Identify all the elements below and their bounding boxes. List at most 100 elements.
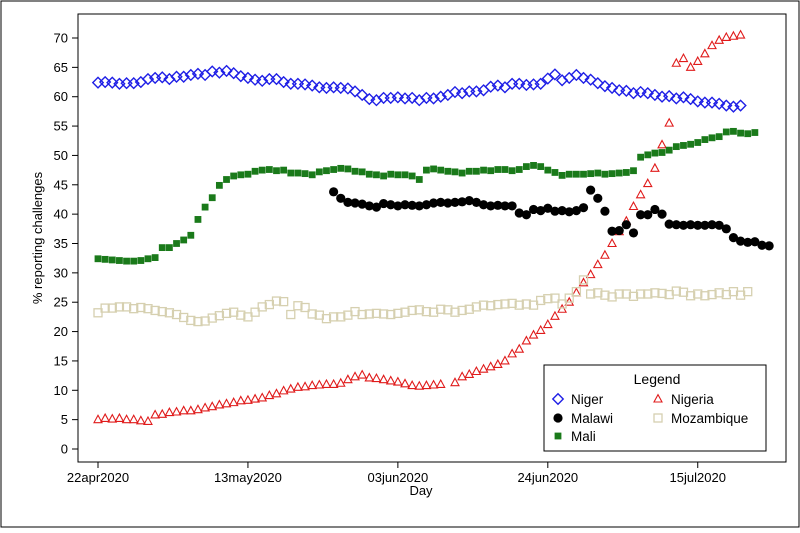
point-malawi [386, 200, 396, 210]
point-mozambique [121, 302, 132, 312]
point-niger [684, 92, 697, 106]
point-mali [622, 169, 630, 176]
point-nigeria [678, 52, 689, 63]
y-tick-label: 20 [54, 324, 68, 339]
point-mali [444, 167, 452, 175]
legend-item-mozambique: Mozambique [653, 411, 748, 426]
point-nigeria [550, 310, 560, 320]
point-nigeria [707, 40, 717, 50]
point-malawi [735, 236, 746, 246]
point-nigeria [357, 369, 368, 379]
point-nigeria [428, 379, 439, 389]
point-mozambique [478, 300, 489, 310]
point-mozambique [607, 292, 617, 302]
point-mali [394, 171, 402, 179]
point-mali [508, 167, 516, 175]
point-mozambique [357, 309, 367, 320]
point-malawi [543, 203, 553, 213]
point-nigeria [450, 377, 460, 387]
point-nigeria [400, 378, 410, 388]
point-malawi [728, 233, 739, 243]
point-mozambique [350, 306, 360, 317]
point-malawi [707, 220, 717, 230]
point-nigeria [307, 380, 318, 390]
point-nigeria [692, 55, 703, 66]
point-mozambique [585, 289, 596, 299]
point-nigeria [514, 343, 525, 353]
point-nigeria [642, 178, 653, 188]
point-malawi [336, 193, 346, 203]
point-mozambique [464, 304, 474, 314]
point-malawi [357, 199, 367, 209]
point-nigeria [600, 249, 610, 259]
point-malawi [743, 237, 753, 247]
point-mali [687, 140, 695, 148]
point-nigeria [121, 414, 132, 424]
point-niger [691, 95, 704, 108]
point-nigeria [128, 414, 139, 424]
point-malawi [686, 220, 696, 230]
point-malawi [329, 187, 339, 197]
point-mali [608, 170, 616, 178]
point-mali [273, 167, 280, 175]
legend-item-niger: Niger [551, 392, 604, 407]
point-niger [513, 77, 526, 90]
legend-item-mali: Mali [554, 429, 596, 444]
point-niger [734, 99, 747, 112]
point-niger [705, 96, 719, 109]
point-mali [237, 171, 245, 179]
point-malawi [721, 224, 731, 234]
point-mali [230, 172, 238, 180]
point-niger [448, 85, 462, 99]
point-malawi [750, 237, 760, 247]
point-mali [265, 166, 273, 173]
point-nigeria [164, 407, 175, 417]
legend-marker-mali [554, 432, 562, 440]
point-niger [191, 67, 205, 81]
point-malawi [407, 200, 417, 210]
point-malawi [557, 206, 567, 216]
point-mozambique [378, 309, 389, 319]
point-mali [672, 143, 680, 151]
point-mali [565, 170, 573, 178]
point-mozambique [157, 306, 167, 317]
y-tick-label: 70 [54, 31, 68, 46]
point-mali [287, 169, 295, 177]
point-malawi [400, 200, 410, 210]
point-malawi [564, 207, 574, 217]
point-mali [208, 194, 216, 202]
legend-item-malawi: Malawi [553, 411, 613, 426]
point-nigeria [250, 393, 260, 403]
point-mali [408, 172, 416, 180]
y-tick-label: 30 [54, 265, 68, 280]
point-mali [458, 169, 466, 177]
point-malawi [636, 210, 646, 220]
point-mali [630, 167, 637, 175]
point-mozambique [171, 309, 182, 320]
x-tick-label: 13may2020 [214, 470, 282, 485]
point-mali [601, 170, 609, 178]
point-nigeria [628, 200, 639, 211]
point-mozambique [179, 312, 189, 323]
point-mozambique [635, 289, 646, 299]
x-axis-title: Day [409, 483, 433, 498]
point-mali [344, 165, 352, 173]
point-malawi [664, 219, 674, 229]
point-mali [180, 236, 188, 244]
point-mozambique [564, 293, 574, 303]
point-nigeria [671, 57, 682, 67]
point-niger [177, 70, 190, 83]
point-mozambique [100, 303, 110, 313]
point-mozambique [336, 312, 346, 322]
point-malawi [643, 210, 653, 220]
point-niger [270, 72, 283, 86]
point-mali [387, 170, 395, 178]
point-mozambique [700, 291, 710, 301]
point-malawi [414, 201, 424, 211]
point-mali [244, 170, 252, 178]
point-mozambique [557, 299, 567, 309]
point-malawi [471, 197, 482, 207]
point-mali [473, 167, 480, 175]
point-mali [658, 149, 666, 156]
point-nigeria [585, 269, 596, 279]
